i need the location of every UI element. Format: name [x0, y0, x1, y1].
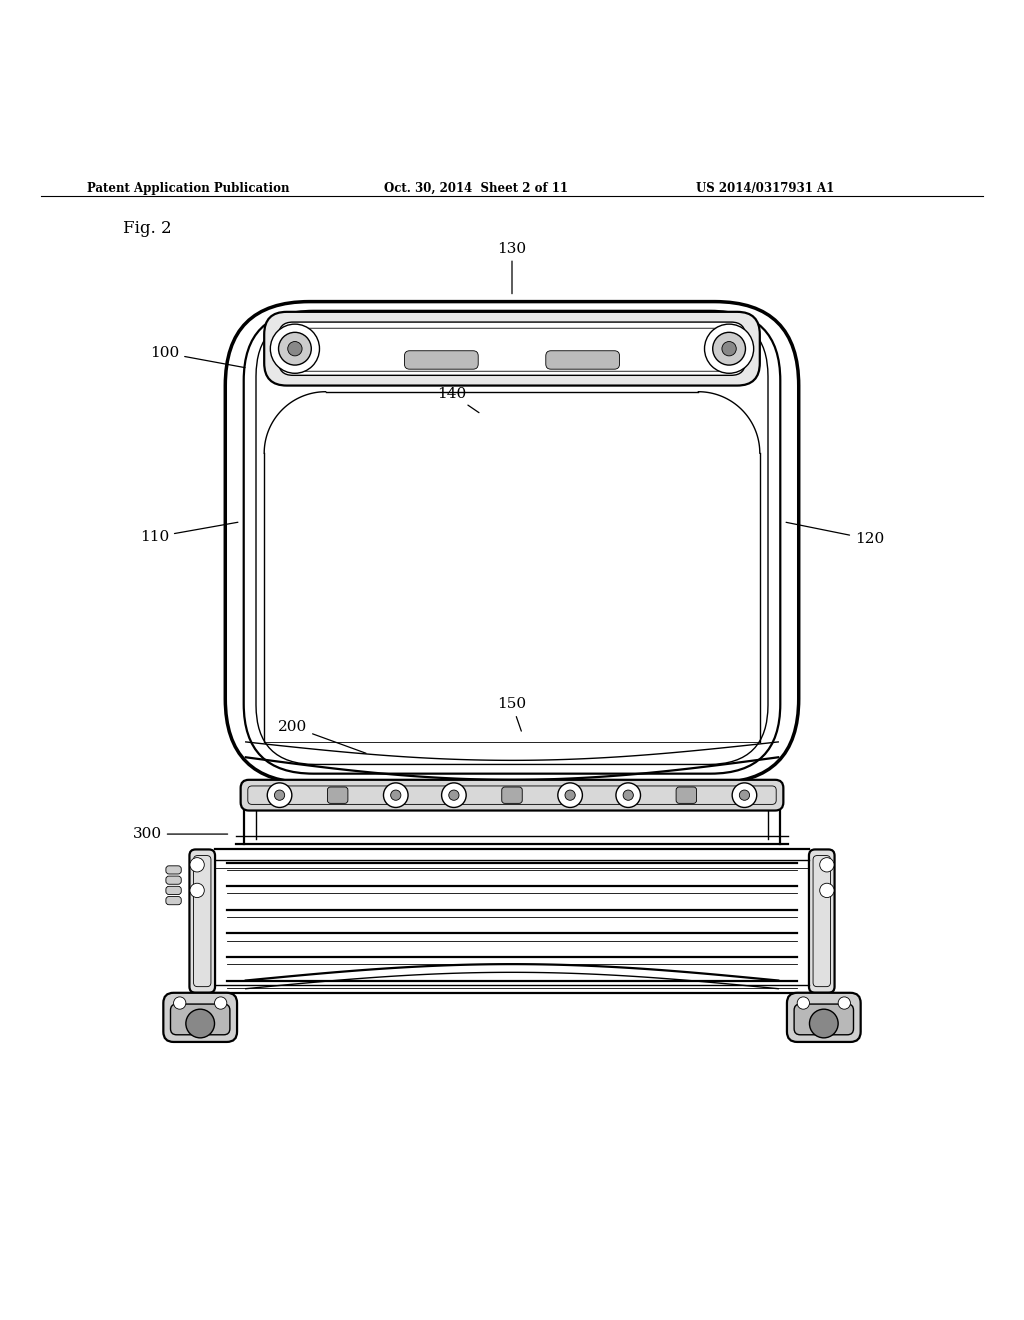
Circle shape	[173, 997, 186, 1010]
FancyBboxPatch shape	[166, 876, 181, 884]
Circle shape	[441, 783, 466, 808]
Circle shape	[270, 325, 319, 374]
FancyBboxPatch shape	[786, 993, 860, 1041]
Circle shape	[615, 783, 641, 808]
FancyBboxPatch shape	[189, 850, 215, 993]
FancyBboxPatch shape	[546, 351, 620, 370]
Circle shape	[267, 783, 292, 808]
Text: Oct. 30, 2014  Sheet 2 of 11: Oct. 30, 2014 Sheet 2 of 11	[384, 182, 568, 195]
Circle shape	[274, 791, 285, 800]
Circle shape	[189, 883, 205, 898]
FancyBboxPatch shape	[166, 866, 181, 874]
Circle shape	[705, 325, 754, 374]
FancyBboxPatch shape	[166, 896, 181, 904]
Text: 100: 100	[150, 346, 245, 368]
Circle shape	[722, 342, 736, 356]
FancyBboxPatch shape	[502, 787, 522, 804]
Text: 120: 120	[786, 523, 885, 546]
Circle shape	[288, 342, 302, 356]
Circle shape	[565, 791, 575, 800]
Text: Fig. 2: Fig. 2	[123, 219, 171, 236]
Circle shape	[383, 783, 408, 808]
Circle shape	[819, 858, 834, 873]
Circle shape	[449, 791, 459, 800]
Circle shape	[214, 997, 226, 1010]
Circle shape	[739, 791, 750, 800]
Text: 200: 200	[278, 719, 366, 754]
Text: 130: 130	[498, 242, 526, 294]
Circle shape	[797, 997, 809, 1010]
Circle shape	[732, 783, 757, 808]
Circle shape	[185, 1010, 215, 1038]
FancyBboxPatch shape	[264, 312, 760, 385]
FancyBboxPatch shape	[163, 993, 237, 1041]
Circle shape	[279, 333, 311, 366]
Circle shape	[189, 858, 205, 873]
Text: 140: 140	[436, 387, 479, 413]
FancyBboxPatch shape	[170, 1005, 229, 1035]
Text: US 2014/0317931 A1: US 2014/0317931 A1	[696, 182, 835, 195]
Text: 300: 300	[133, 828, 227, 841]
Text: 150: 150	[498, 697, 526, 731]
FancyBboxPatch shape	[225, 301, 799, 783]
FancyBboxPatch shape	[328, 787, 348, 804]
FancyBboxPatch shape	[279, 322, 745, 375]
FancyBboxPatch shape	[241, 780, 783, 810]
Circle shape	[838, 997, 850, 1010]
Text: 110: 110	[139, 523, 238, 544]
FancyBboxPatch shape	[166, 886, 181, 895]
Text: Patent Application Publication: Patent Application Publication	[87, 182, 290, 195]
Circle shape	[809, 1010, 838, 1038]
Circle shape	[390, 791, 400, 800]
Circle shape	[713, 333, 745, 366]
FancyBboxPatch shape	[404, 351, 478, 370]
Circle shape	[558, 783, 583, 808]
Circle shape	[819, 883, 834, 898]
FancyBboxPatch shape	[809, 850, 835, 993]
FancyBboxPatch shape	[676, 787, 696, 804]
Circle shape	[623, 791, 633, 800]
FancyBboxPatch shape	[795, 1005, 853, 1035]
